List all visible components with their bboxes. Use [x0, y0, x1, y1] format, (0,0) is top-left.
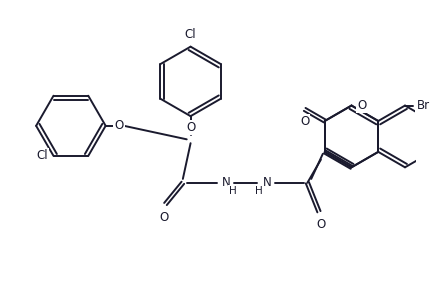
Text: O: O: [186, 121, 195, 134]
Text: Cl: Cl: [36, 149, 48, 162]
Text: Cl: Cl: [185, 28, 197, 41]
Text: N: N: [222, 176, 230, 189]
Text: O: O: [114, 119, 124, 132]
Text: O: O: [300, 115, 309, 128]
Text: H: H: [255, 187, 263, 196]
Text: Br: Br: [417, 99, 430, 112]
Text: H: H: [229, 187, 237, 196]
Text: O: O: [159, 211, 168, 224]
Text: O: O: [357, 99, 366, 112]
Text: N: N: [262, 176, 271, 189]
Text: O: O: [316, 219, 326, 231]
